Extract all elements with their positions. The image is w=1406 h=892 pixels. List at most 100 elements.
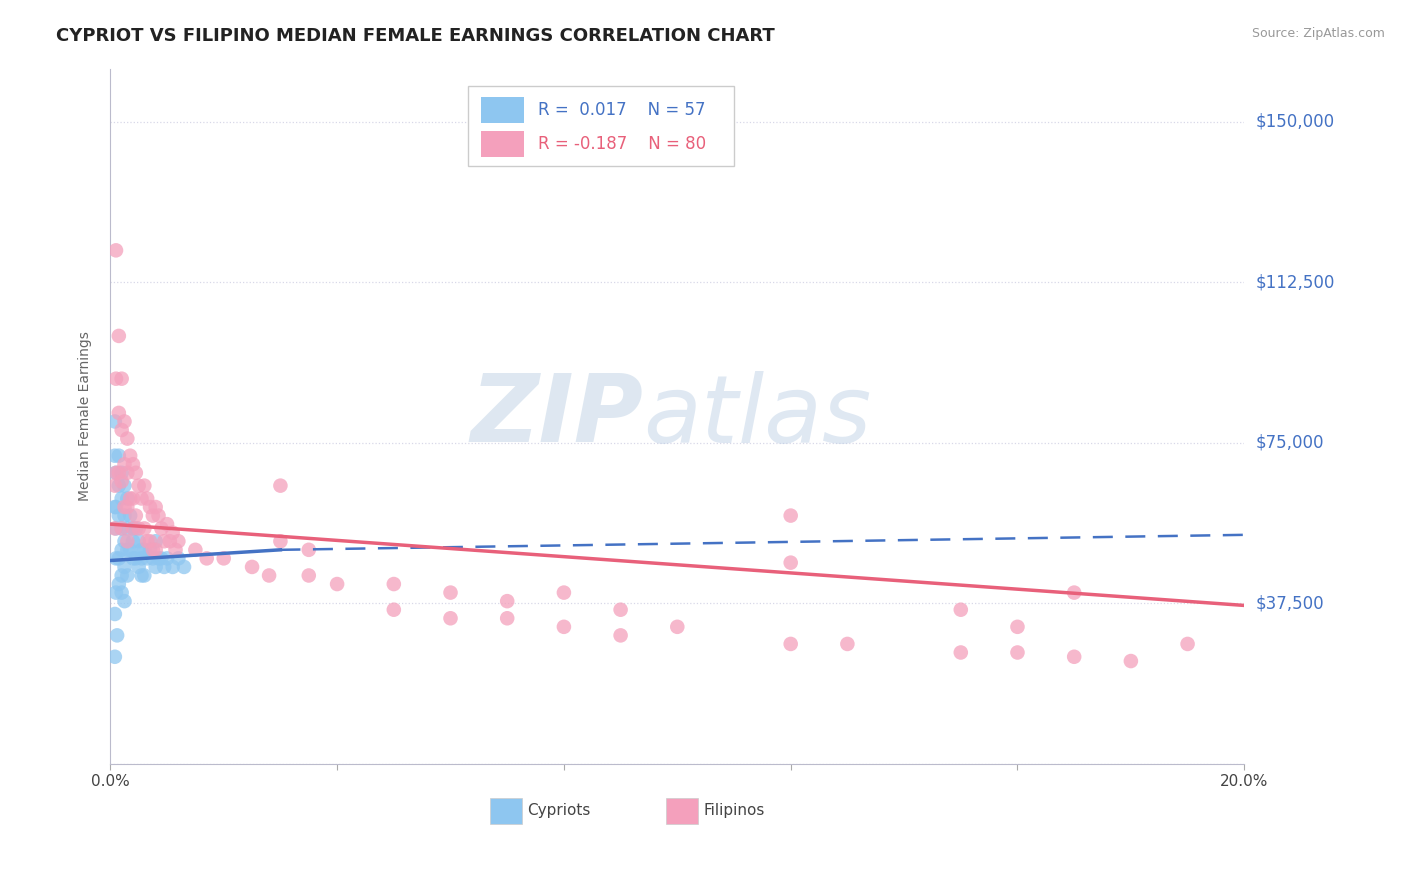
Point: [145, 500, 167, 514]
Point: [108, 449, 131, 463]
Point: [114, 500, 136, 514]
Point: [382, 577, 405, 591]
Point: [117, 568, 139, 582]
Point: [105, 500, 128, 514]
Point: [114, 478, 136, 492]
Point: [496, 611, 519, 625]
Point: [269, 478, 291, 492]
Point: [269, 534, 291, 549]
Point: [153, 560, 176, 574]
Point: [111, 466, 134, 480]
Point: [131, 491, 153, 506]
Point: [257, 568, 280, 582]
Point: [212, 551, 235, 566]
Point: [1119, 654, 1142, 668]
Point: [1063, 649, 1085, 664]
Text: atlas: atlas: [644, 370, 872, 462]
Point: [104, 607, 127, 621]
FancyBboxPatch shape: [481, 96, 524, 123]
Point: [120, 449, 142, 463]
Text: Source: ZipAtlas.com: Source: ZipAtlas.com: [1251, 27, 1385, 40]
Point: [105, 521, 128, 535]
Point: [1007, 620, 1029, 634]
Point: [153, 534, 176, 549]
Text: Filipinos: Filipinos: [703, 803, 765, 818]
Point: [111, 542, 134, 557]
Point: [1063, 585, 1085, 599]
Text: Cypriots: Cypriots: [527, 803, 591, 818]
Point: [111, 568, 134, 582]
Text: R =  0.017    N = 57: R = 0.017 N = 57: [538, 101, 706, 119]
Point: [162, 560, 184, 574]
Point: [105, 585, 128, 599]
Point: [779, 637, 801, 651]
Point: [117, 466, 139, 480]
Point: [111, 585, 134, 599]
Point: [1007, 645, 1029, 659]
Point: [105, 466, 128, 480]
Point: [128, 478, 150, 492]
Point: [128, 534, 150, 549]
Point: [117, 432, 139, 446]
Point: [117, 534, 139, 549]
Point: [122, 551, 145, 566]
Point: [114, 415, 136, 429]
Point: [111, 491, 134, 506]
Point: [609, 628, 631, 642]
Point: [134, 478, 156, 492]
Point: [114, 594, 136, 608]
Point: [949, 603, 972, 617]
Point: [145, 542, 167, 557]
Point: [139, 500, 162, 514]
Point: [131, 568, 153, 582]
Point: [111, 521, 134, 535]
Point: [125, 551, 148, 566]
Point: [122, 457, 145, 471]
Point: [159, 534, 181, 549]
Point: [120, 491, 142, 506]
Point: [111, 521, 134, 535]
Point: [108, 577, 131, 591]
Point: [104, 449, 127, 463]
Point: [136, 491, 159, 506]
Point: [114, 508, 136, 523]
Point: [439, 585, 461, 599]
Point: [142, 551, 165, 566]
Point: [105, 372, 128, 386]
Point: [165, 542, 187, 557]
Point: [117, 542, 139, 557]
Point: [104, 478, 127, 492]
FancyBboxPatch shape: [491, 797, 522, 824]
Point: [117, 491, 139, 506]
Text: $37,500: $37,500: [1256, 594, 1324, 612]
FancyBboxPatch shape: [481, 131, 524, 158]
Point: [108, 508, 131, 523]
Point: [139, 534, 162, 549]
Point: [105, 244, 128, 258]
Point: [496, 594, 519, 608]
Point: [439, 611, 461, 625]
Point: [111, 372, 134, 386]
Point: [148, 508, 170, 523]
Point: [949, 645, 972, 659]
Point: [131, 551, 153, 566]
Text: ZIP: ZIP: [471, 370, 644, 462]
Point: [553, 620, 575, 634]
Point: [108, 406, 131, 420]
Point: [120, 542, 142, 557]
Point: [125, 466, 148, 480]
Point: [108, 478, 131, 492]
Point: [104, 500, 127, 514]
Point: [167, 551, 190, 566]
Point: [111, 475, 134, 489]
Point: [108, 466, 131, 480]
FancyBboxPatch shape: [468, 86, 734, 166]
Point: [125, 508, 148, 523]
Point: [105, 466, 128, 480]
Point: [117, 500, 139, 514]
Point: [122, 534, 145, 549]
Text: $112,500: $112,500: [1256, 274, 1334, 292]
Point: [108, 551, 131, 566]
Point: [120, 508, 142, 523]
Point: [145, 560, 167, 574]
